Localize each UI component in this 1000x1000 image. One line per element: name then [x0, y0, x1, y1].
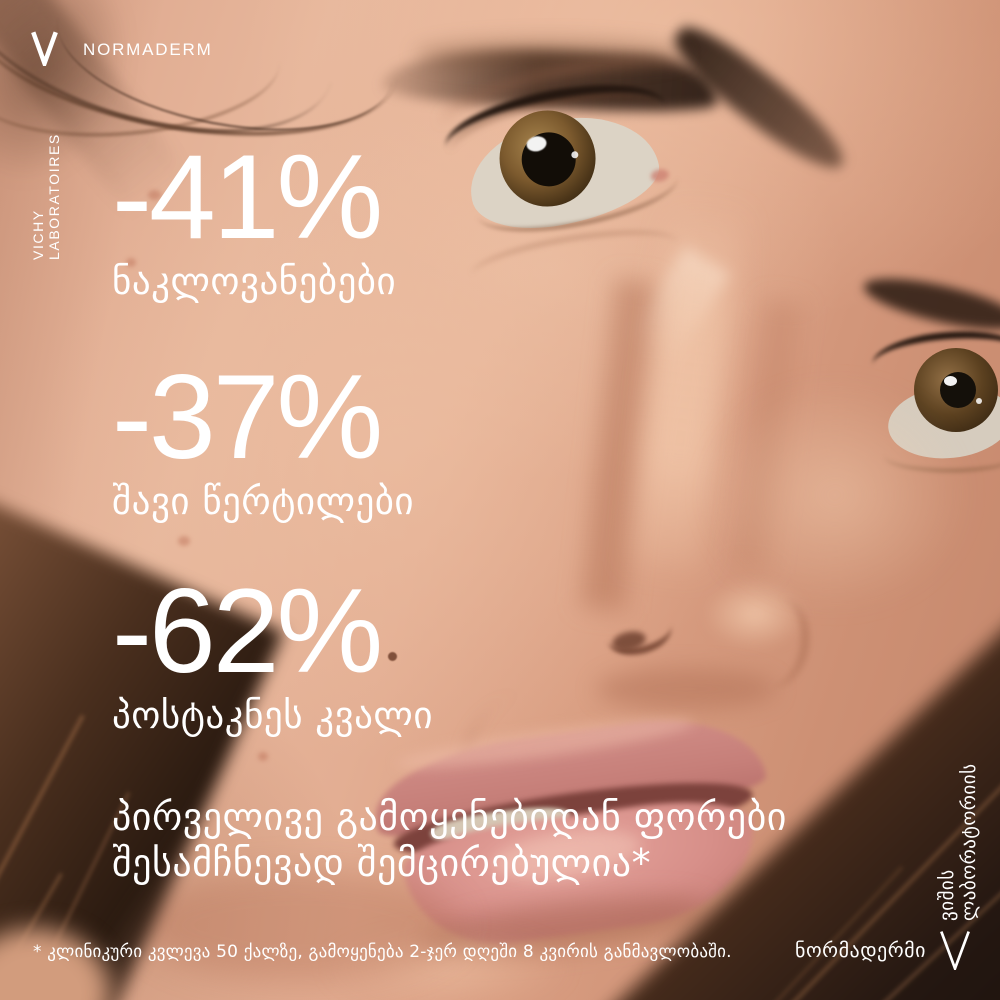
stat-value: -37% — [112, 350, 383, 484]
vertical-brand-right: ვიშის ლაბორატორიის — [936, 763, 980, 922]
photo-right-eye — [870, 326, 1000, 478]
photo-eye-highlight — [944, 376, 957, 386]
photo-blemish — [178, 536, 190, 546]
stat-imperfections: -41% ნაკლოვანებები — [112, 137, 396, 303]
stat-post-acne-marks: -62% პოსტაკნეს კვალი — [112, 571, 433, 737]
photo-jaw-shadow — [140, 870, 460, 980]
claim-line1: პირველივე გამოყენებიდან ფორები — [112, 795, 787, 839]
product-name-georgian: ნორმადერმი — [795, 938, 926, 962]
product-name: NORMADERM — [83, 40, 213, 59]
photo-nose-tip-highlight — [703, 578, 807, 650]
photo-blemish — [126, 258, 136, 267]
vichy-v-logo-icon — [940, 931, 970, 970]
claim-text: პირველივე გამოყენებიდან ფორები შესამჩნევ… — [112, 794, 787, 886]
photo-under-nose-shadow — [596, 668, 776, 710]
photo-chin-highlight — [322, 928, 572, 1000]
photo-eye-highlight — [976, 398, 982, 404]
stat-value: -41% — [112, 130, 383, 264]
photo-blemish — [148, 190, 161, 200]
stat-label: შავი წერტილები — [112, 480, 415, 523]
photo-lashes — [870, 326, 1000, 394]
footnote-text: * კლინიკური კვლევა 50 ქალზე, გამოყენება … — [33, 942, 732, 962]
stat-label: ნაკლოვანებები — [112, 260, 397, 303]
photo-mole — [388, 652, 397, 661]
photo-lashes — [884, 440, 1000, 472]
photo-blemish — [258, 752, 268, 761]
stat-blackheads: -37% შავი წერტილები — [112, 357, 414, 523]
photo-cheek-highlight — [700, 380, 970, 610]
stat-value: -62% — [112, 564, 383, 698]
vertical-brand-left: VICHY LABORATOIRES — [30, 133, 62, 260]
photo-left-eye — [438, 69, 684, 252]
photo-left-eyebrow-soft — [415, 38, 685, 70]
claim-line2: შესამჩნევად შემცირებულია* — [112, 841, 652, 885]
stat-label: პოსტაკნეს კვალი — [112, 694, 433, 737]
vichy-v-logo-icon — [31, 31, 58, 66]
